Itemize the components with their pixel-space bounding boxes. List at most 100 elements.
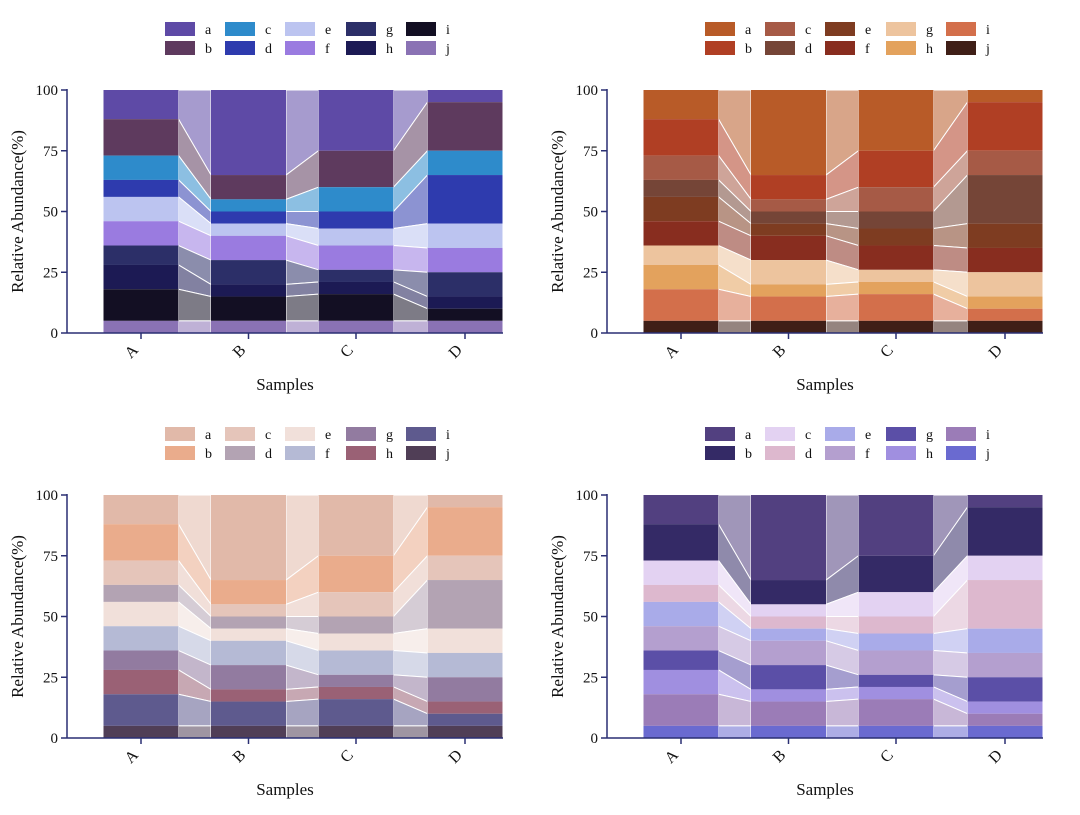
legend: ab cd ef gh ij xyxy=(705,22,990,57)
bar-segment-B-i xyxy=(211,296,286,321)
y-tick-label: 75 xyxy=(583,144,598,160)
bar-segment-B-g xyxy=(751,260,826,285)
bar-segment-C-b xyxy=(858,555,934,593)
legend-label-i: i xyxy=(986,428,990,443)
bar-segment-A-j xyxy=(643,320,719,333)
legend-label-i: i xyxy=(446,23,450,38)
x-tick-label: C xyxy=(337,342,357,362)
legend-label-f: f xyxy=(325,447,330,462)
bar-segment-D-h xyxy=(427,296,503,309)
bar-segment-D-j xyxy=(967,725,1043,738)
bar-segment-B-g xyxy=(751,665,826,690)
bar-segment-C-i xyxy=(858,294,934,321)
legend-label-h: h xyxy=(926,42,933,57)
bar-segment-A-i xyxy=(643,694,719,726)
y-tick-label: 0 xyxy=(591,731,599,747)
bar-segment-A-a xyxy=(103,90,179,120)
bar-segment-A-j xyxy=(103,725,179,738)
bar-segment-D-a xyxy=(427,495,503,508)
legend-swatch-a xyxy=(165,22,195,36)
legend-swatch-e xyxy=(285,22,315,36)
bar-segment-B-c xyxy=(211,604,286,617)
legend-swatch-g xyxy=(886,427,916,441)
flow-links xyxy=(718,89,968,334)
bar-segment-A-j xyxy=(103,320,179,333)
x-tick-label: A xyxy=(122,341,143,362)
bar-segment-A-a xyxy=(643,90,719,120)
bar-segment-B-j xyxy=(751,725,826,738)
legend-swatch-b xyxy=(705,41,735,55)
x-tick-label: A xyxy=(662,746,683,767)
bar-segment-D-d xyxy=(427,175,503,224)
legend-label-g: g xyxy=(926,428,933,443)
bar-segment-A-f xyxy=(103,626,179,651)
x-axis-title: Samples xyxy=(256,375,314,394)
legend-swatch-d xyxy=(765,446,795,460)
legend-swatch-c xyxy=(765,427,795,441)
bar-segment-A-c xyxy=(643,155,719,180)
bar-segment-A-h xyxy=(643,669,719,695)
flow-link-j-A-B xyxy=(178,725,212,739)
legend-swatch-j xyxy=(406,41,436,55)
bar-segment-D-b xyxy=(967,102,1043,151)
bar-segment-B-h xyxy=(211,284,286,297)
bars xyxy=(103,90,503,333)
bar-segment-C-d xyxy=(318,211,394,229)
bar-segment-B-e xyxy=(751,223,826,236)
bar-segment-C-j xyxy=(858,725,934,738)
bar-segment-B-d xyxy=(211,211,286,224)
bar-segment-D-j xyxy=(427,320,503,333)
bar-segment-B-d xyxy=(751,211,826,224)
legend-swatch-j xyxy=(406,446,436,460)
bar-segment-B-a xyxy=(751,90,826,176)
legend-label-i: i xyxy=(446,428,450,443)
flow-link-e-C-D xyxy=(393,628,428,654)
bar-segment-B-a xyxy=(211,495,286,581)
legend-label-g: g xyxy=(926,23,933,38)
legend-swatch-j xyxy=(946,446,976,460)
bar-segment-C-f xyxy=(318,245,394,270)
flow-link-j-C-D xyxy=(933,320,968,334)
x-tick-label: C xyxy=(877,747,897,767)
y-axis-title: Relative Abundance(%) xyxy=(548,535,567,698)
y-tick-label: 0 xyxy=(51,731,59,747)
bar-segment-D-g xyxy=(427,677,503,702)
legend: ab cd ef gh ij xyxy=(705,427,990,462)
bar-segment-B-g xyxy=(211,260,286,285)
legend-label-b: b xyxy=(745,447,752,462)
bar-segment-A-b xyxy=(103,119,179,156)
bar-segment-B-f xyxy=(211,640,286,666)
y-tick-label: 75 xyxy=(43,549,58,565)
legend-swatch-a xyxy=(165,427,195,441)
bar-segment-D-c xyxy=(967,555,1043,581)
bar-segment-A-i xyxy=(103,289,179,321)
bar-segment-D-j xyxy=(427,725,503,738)
legend-label-d: d xyxy=(265,42,272,57)
bar-segment-D-h xyxy=(967,296,1043,309)
bar-segment-D-a xyxy=(967,495,1043,508)
y-tick-label: 50 xyxy=(43,610,58,626)
bar-segment-B-b xyxy=(751,175,826,200)
y-tick-label: 25 xyxy=(43,265,58,281)
bar-segment-A-e xyxy=(643,601,719,627)
bar-segment-C-f xyxy=(858,650,934,675)
bar-segment-B-d xyxy=(751,616,826,629)
legend-label-g: g xyxy=(386,428,393,443)
bar-segment-B-e xyxy=(751,628,826,641)
bar-segment-D-c xyxy=(967,150,1043,176)
legend-label-j: j xyxy=(985,42,990,57)
bar-segment-B-i xyxy=(211,701,286,726)
legend-swatch-j xyxy=(946,41,976,55)
legend-label-a: a xyxy=(205,428,212,443)
x-axis-title: Samples xyxy=(796,375,854,394)
legend-label-f: f xyxy=(325,42,330,57)
flow-link-j-A-B xyxy=(718,725,752,739)
bar-segment-C-h xyxy=(858,281,934,295)
x-tick-label: B xyxy=(230,747,250,767)
bar-segment-D-h xyxy=(427,701,503,714)
legend: ab cd ef gh ij xyxy=(165,427,450,462)
flow-link-j-B-C xyxy=(825,725,859,739)
bar-segment-C-d xyxy=(318,616,394,634)
legend-label-c: c xyxy=(805,428,811,443)
bar-segment-B-f xyxy=(751,235,826,261)
